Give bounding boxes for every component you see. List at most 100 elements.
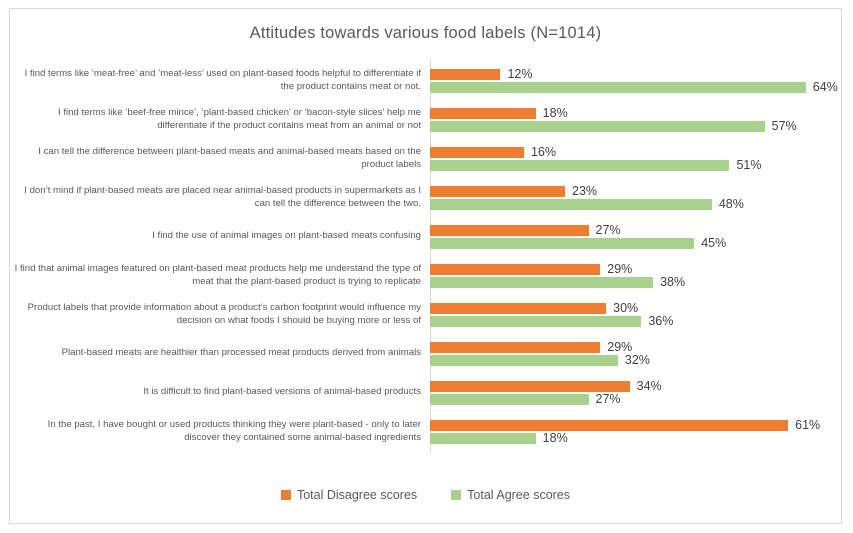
legend-item-agree: Total Agree scores	[451, 488, 570, 502]
agree-swatch-icon	[451, 490, 462, 500]
data-label: 18%	[542, 431, 568, 445]
plot-cell: 18% 57%	[430, 100, 841, 139]
chart-row: Plant-based meats are healthier than pro…	[10, 334, 841, 373]
data-label: 12%	[507, 67, 533, 81]
y-axis-line	[430, 59, 431, 453]
disagree-bar	[430, 107, 536, 119]
bar-line: 51%	[430, 158, 841, 172]
category-label: I can tell the difference between plant-…	[38, 146, 421, 170]
plot-cell: 61% 18%	[430, 412, 841, 451]
category-label: I find terms like ‘beef-free mince’, ‘pl…	[58, 107, 421, 131]
bar-line: 48%	[430, 197, 841, 211]
disagree-bar	[430, 419, 789, 431]
disagree-bar	[430, 146, 524, 158]
chart-row: I find terms like ‘beef-free mince’, ‘pl…	[10, 100, 841, 139]
data-label: 16%	[530, 145, 556, 159]
chart-row: I find the use of animal images on plant…	[10, 217, 841, 256]
agree-bar	[430, 120, 765, 132]
agree-bar	[430, 393, 589, 405]
chart-title: Attitudes towards various food labels (N…	[249, 24, 602, 42]
agree-bar	[430, 81, 806, 93]
legend: Total Disagree scores Total Agree scores	[10, 488, 841, 502]
category-label: I find the use of animal images on plant…	[152, 230, 421, 242]
data-label: 18%	[542, 106, 568, 120]
agree-bar	[430, 432, 536, 444]
bar-line: 29%	[430, 262, 841, 276]
bar-line: 57%	[430, 119, 841, 133]
legend-item-disagree: Total Disagree scores	[280, 488, 418, 502]
disagree-swatch-icon	[280, 490, 291, 500]
disagree-bar	[430, 302, 607, 314]
category-label: It is difficult to find plant-based vers…	[143, 386, 421, 398]
plot-cell: 23% 48%	[430, 178, 841, 217]
bar-line: 64%	[430, 80, 841, 94]
data-label: 64%	[812, 80, 838, 94]
data-label: 45%	[701, 236, 727, 250]
bar-line: 18%	[430, 431, 841, 445]
disagree-bar	[430, 263, 601, 275]
data-label: 27%	[595, 392, 621, 406]
bar-line: 12%	[430, 67, 841, 81]
bar-line: 38%	[430, 275, 841, 289]
disagree-bar	[430, 341, 601, 353]
chart-card: Attitudes towards various food labels (N…	[9, 8, 842, 524]
agree-bar	[430, 354, 618, 366]
data-label: 29%	[607, 340, 633, 354]
category-label: Product labels that provide information …	[27, 302, 421, 326]
data-label: 48%	[718, 197, 744, 211]
chart-row: Product labels that provide information …	[10, 295, 841, 334]
agree-bar	[430, 276, 654, 288]
data-label: 32%	[624, 353, 650, 367]
category-label: I find terms like ‘meat-free’ and ‘meat-…	[24, 68, 421, 92]
category-label: I don’t mind if plant-based meats are pl…	[24, 185, 421, 209]
plot-cell: 30% 36%	[430, 295, 841, 334]
legend-label-agree: Total Agree scores	[467, 488, 571, 502]
data-label: 57%	[771, 119, 797, 133]
bar-line: 27%	[430, 392, 841, 406]
data-label: 30%	[613, 301, 639, 315]
plot-cell: 16% 51%	[430, 139, 841, 178]
category-label: I find that animal images featured on pl…	[14, 263, 421, 287]
disagree-bar	[430, 185, 566, 197]
chart-row: In the past, I have bought or used produ…	[10, 412, 841, 451]
data-label: 38%	[660, 275, 686, 289]
plot-cell: 12% 64%	[430, 61, 841, 100]
data-label: 61%	[795, 418, 821, 432]
bar-line: 36%	[430, 314, 841, 328]
chart-rows: I find terms like ‘meat-free’ and ‘meat-…	[10, 61, 841, 451]
legend-label-disagree: Total Disagree scores	[296, 488, 418, 502]
agree-bar	[430, 159, 730, 171]
chart-row: I find terms like ‘meat-free’ and ‘meat-…	[10, 61, 841, 100]
bar-line: 34%	[430, 379, 841, 393]
bar-line: 27%	[430, 223, 841, 237]
bar-line: 30%	[430, 301, 841, 315]
plot-cell: 34% 27%	[430, 373, 841, 412]
agree-bar	[430, 315, 642, 327]
bar-line: 29%	[430, 340, 841, 354]
bar-line: 32%	[430, 353, 841, 367]
data-label: 23%	[572, 184, 598, 198]
data-label: 29%	[607, 262, 633, 276]
category-label: Plant-based meats are healthier than pro…	[61, 347, 421, 359]
bar-line: 45%	[430, 236, 841, 250]
plot-cell: 29% 32%	[430, 334, 841, 373]
chart-row: I find that animal images featured on pl…	[10, 256, 841, 295]
chart-row: It is difficult to find plant-based vers…	[10, 373, 841, 412]
disagree-bar	[430, 380, 630, 392]
bar-line: 61%	[430, 418, 841, 432]
disagree-bar	[430, 68, 501, 80]
disagree-bar	[430, 224, 589, 236]
plot-cell: 27% 45%	[430, 217, 841, 256]
data-label: 27%	[595, 223, 621, 237]
bar-line: 16%	[430, 145, 841, 159]
data-label: 34%	[636, 379, 662, 393]
data-label: 36%	[648, 314, 674, 328]
data-label: 51%	[736, 158, 762, 172]
category-label: In the past, I have bought or used produ…	[47, 419, 421, 443]
bar-line: 23%	[430, 184, 841, 198]
agree-bar	[430, 237, 695, 249]
chart-row: I don’t mind if plant-based meats are pl…	[10, 178, 841, 217]
chart-row: I can tell the difference between plant-…	[10, 139, 841, 178]
agree-bar	[430, 198, 712, 210]
